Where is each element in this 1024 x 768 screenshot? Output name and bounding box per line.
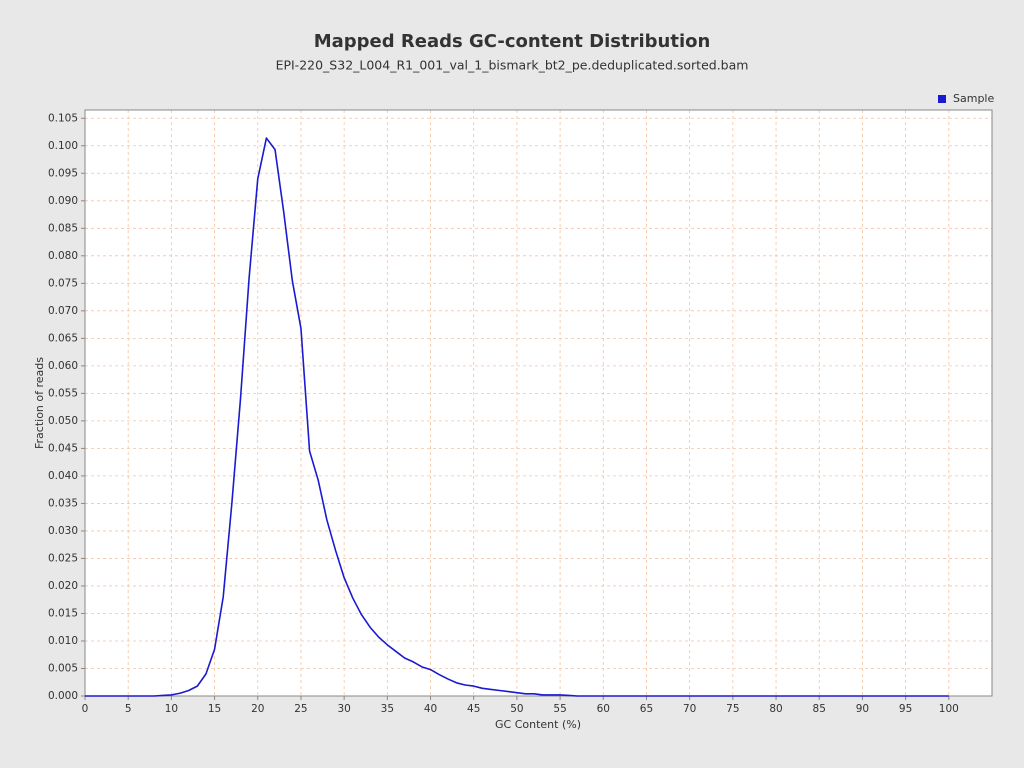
y-tick-label: 0.100	[48, 140, 78, 152]
x-tick-label: 25	[294, 703, 307, 715]
x-tick-label: 5	[125, 703, 132, 715]
y-tick-label: 0.080	[48, 250, 78, 262]
y-tick-label: 0.045	[48, 442, 78, 454]
x-tick-label: 10	[165, 703, 178, 715]
x-tick-label: 100	[939, 703, 959, 715]
y-tick-label: 0.085	[48, 222, 78, 234]
plot-border	[84, 109, 993, 697]
x-tick-label: 40	[424, 703, 437, 715]
y-tick-label: 0.055	[48, 387, 78, 399]
x-tick-label: 30	[337, 703, 350, 715]
x-tick-label: 20	[251, 703, 264, 715]
x-tick-label: 65	[640, 703, 653, 715]
y-tick-label: 0.075	[48, 277, 78, 289]
y-tick-label: 0.105	[48, 112, 78, 124]
y-tick-label: 0.065	[48, 332, 78, 344]
legend-swatch	[938, 95, 946, 103]
y-tick-label: 0.030	[48, 525, 78, 537]
data-line	[85, 137, 949, 697]
y-tick-label: 0.090	[48, 195, 78, 207]
y-tick-label: 0.025	[48, 552, 78, 564]
chart-title: Mapped Reads GC-content Distribution	[314, 31, 711, 52]
plot-area	[85, 110, 992, 696]
y-tick-label: 0.050	[48, 415, 78, 427]
y-tick-label: 0.000	[48, 690, 78, 702]
x-tick-label: 45	[467, 703, 480, 715]
x-tick-label: 50	[510, 703, 523, 715]
x-tick-label: 90	[856, 703, 869, 715]
x-tick-label: 85	[813, 703, 826, 715]
y-tick-label: 0.035	[48, 497, 78, 509]
y-tick-label: 0.005	[48, 662, 78, 674]
chart-subtitle: EPI-220_S32_L004_R1_001_val_1_bismark_bt…	[276, 58, 749, 73]
y-tick-label: 0.070	[48, 305, 78, 317]
y-tick-label: 0.040	[48, 470, 78, 482]
y-tick-label: 0.020	[48, 580, 78, 592]
x-tick-label: 75	[726, 703, 739, 715]
legend-label: Sample	[953, 92, 994, 105]
y-tick-label: 0.015	[48, 607, 78, 619]
x-tick-label: 60	[597, 703, 610, 715]
y-axis-label: Fraction of reads	[33, 357, 46, 449]
x-tick-label: 55	[553, 703, 566, 715]
x-tick-label: 35	[381, 703, 394, 715]
x-axis-label: GC Content (%)	[495, 718, 581, 731]
x-tick-label: 80	[769, 703, 782, 715]
x-tick-label: 15	[208, 703, 221, 715]
y-tick-label: 0.095	[48, 167, 78, 179]
y-tick-label: 0.010	[48, 635, 78, 647]
y-tick-label: 0.060	[48, 360, 78, 372]
x-tick-label: 95	[899, 703, 912, 715]
x-tick-label: 70	[683, 703, 696, 715]
x-tick-label: 0	[82, 703, 89, 715]
